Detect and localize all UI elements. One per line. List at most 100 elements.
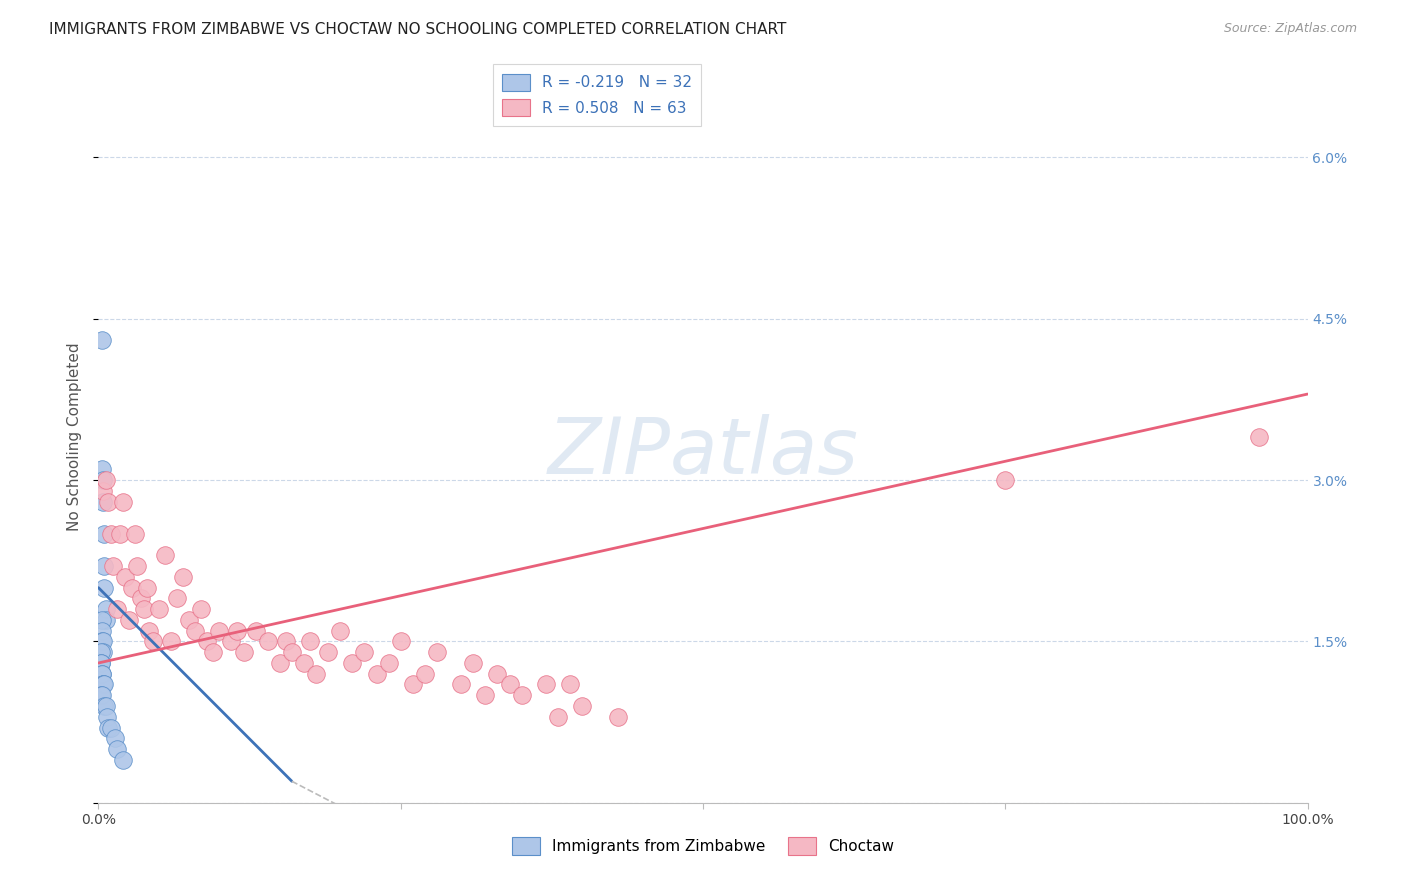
Point	[402, 677, 425, 691]
Point	[94, 698, 117, 713]
Point	[91, 634, 114, 648]
Point	[105, 742, 128, 756]
Text: Source: ZipAtlas.com: Source: ZipAtlas.com	[1223, 22, 1357, 36]
Point	[100, 721, 122, 735]
Point	[93, 559, 115, 574]
Point	[202, 645, 225, 659]
Point	[366, 666, 388, 681]
Point	[105, 602, 128, 616]
Point	[93, 677, 115, 691]
Point	[269, 656, 291, 670]
Point	[138, 624, 160, 638]
Point	[274, 634, 297, 648]
Point	[195, 634, 218, 648]
Point	[97, 721, 120, 735]
Point	[124, 527, 146, 541]
Point	[463, 656, 485, 670]
Point	[281, 645, 304, 659]
Point	[90, 656, 112, 670]
Point	[534, 677, 557, 691]
Point	[292, 656, 315, 670]
Point	[245, 624, 267, 638]
Point	[91, 677, 114, 691]
Point	[104, 731, 127, 746]
Point	[91, 634, 114, 648]
Point	[299, 634, 322, 648]
Point	[179, 613, 201, 627]
Point	[91, 645, 114, 659]
Point	[114, 570, 136, 584]
Point	[172, 570, 194, 584]
Point	[121, 581, 143, 595]
Point	[134, 602, 156, 616]
Point	[377, 656, 399, 670]
Point	[108, 527, 131, 541]
Point	[1249, 430, 1271, 444]
Point	[93, 698, 115, 713]
Point	[91, 483, 114, 498]
Point	[127, 559, 149, 574]
Point	[486, 666, 509, 681]
Point	[148, 602, 170, 616]
Point	[208, 624, 231, 638]
Point	[256, 634, 278, 648]
Point	[93, 527, 115, 541]
Point	[142, 634, 165, 648]
Point	[190, 602, 212, 616]
Point	[607, 710, 630, 724]
Point	[101, 559, 124, 574]
Point	[329, 624, 352, 638]
Point	[232, 645, 254, 659]
Y-axis label: No Schooling Completed: No Schooling Completed	[67, 343, 83, 532]
Point	[111, 494, 134, 508]
Point	[90, 645, 112, 659]
Point	[353, 645, 375, 659]
Point	[96, 710, 118, 724]
Point	[571, 698, 593, 713]
Text: ZIPatlas: ZIPatlas	[547, 414, 859, 490]
Point	[100, 527, 122, 541]
Point	[91, 473, 114, 487]
Point	[426, 645, 449, 659]
Point	[94, 602, 117, 616]
Point	[111, 753, 134, 767]
Point	[90, 656, 112, 670]
Point	[91, 613, 114, 627]
Point	[498, 677, 520, 691]
Point	[93, 581, 115, 595]
Point	[91, 666, 114, 681]
Point	[91, 677, 114, 691]
Point	[558, 677, 581, 691]
Point	[305, 666, 328, 681]
Point	[97, 494, 120, 508]
Point	[510, 688, 533, 702]
Point	[184, 624, 207, 638]
Point	[547, 710, 569, 724]
Point	[91, 624, 114, 638]
Point	[94, 613, 117, 627]
Point	[153, 549, 176, 563]
Point	[129, 591, 152, 606]
Point	[118, 613, 141, 627]
Point	[91, 494, 114, 508]
Point	[135, 581, 157, 595]
Point	[474, 688, 496, 702]
Point	[389, 634, 412, 648]
Point	[91, 666, 114, 681]
Point	[90, 688, 112, 702]
Point	[994, 473, 1017, 487]
Point	[316, 645, 339, 659]
Point	[94, 473, 117, 487]
Point	[226, 624, 249, 638]
Point	[221, 634, 243, 648]
Legend: Immigrants from Zimbabwe, Choctaw: Immigrants from Zimbabwe, Choctaw	[506, 831, 900, 861]
Point	[450, 677, 472, 691]
Point	[413, 666, 436, 681]
Point	[91, 688, 114, 702]
Point	[160, 634, 183, 648]
Text: IMMIGRANTS FROM ZIMBABWE VS CHOCTAW NO SCHOOLING COMPLETED CORRELATION CHART: IMMIGRANTS FROM ZIMBABWE VS CHOCTAW NO S…	[49, 22, 786, 37]
Point	[91, 462, 114, 476]
Point	[166, 591, 188, 606]
Point	[342, 656, 364, 670]
Point	[91, 333, 114, 347]
